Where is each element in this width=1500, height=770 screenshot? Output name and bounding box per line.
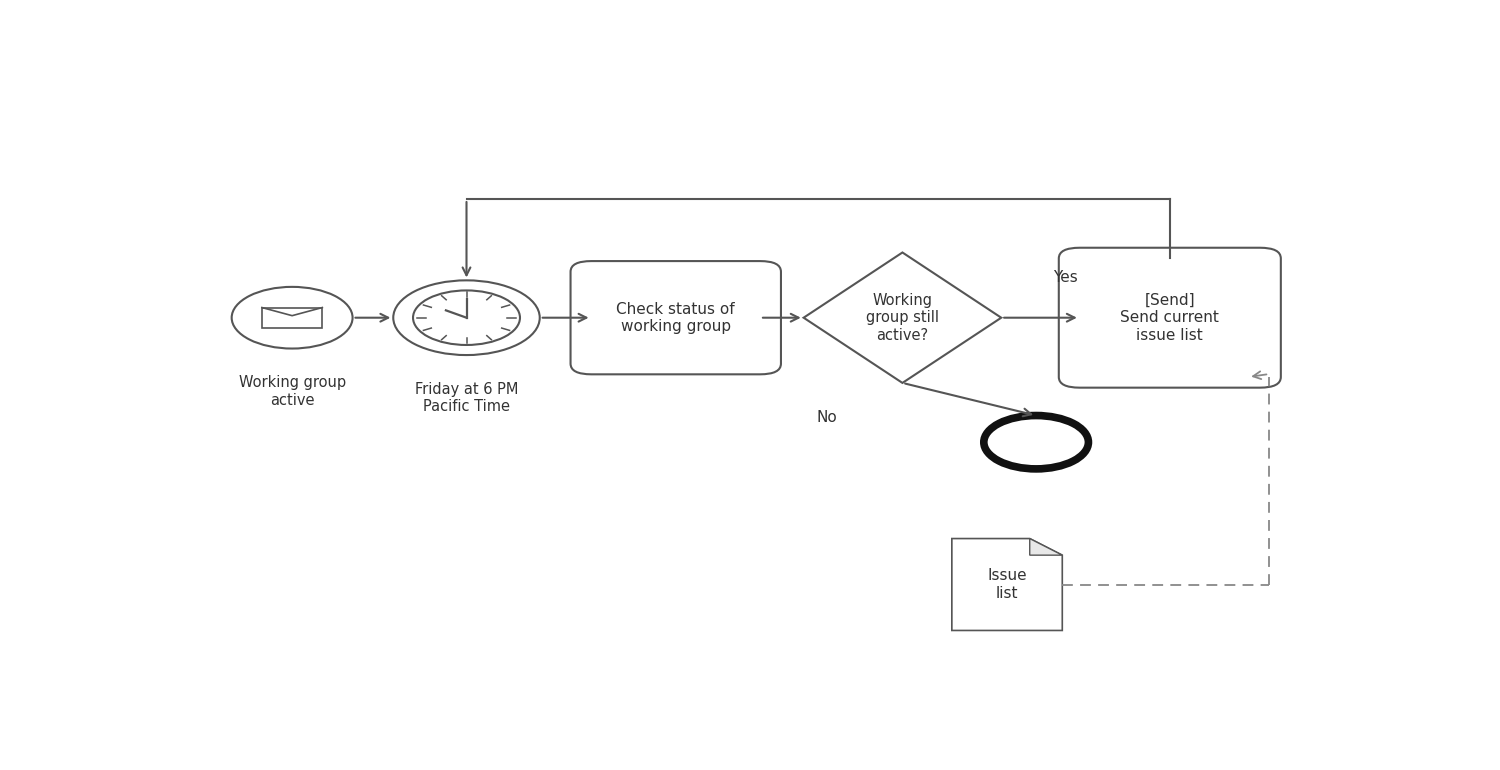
FancyBboxPatch shape	[570, 261, 782, 374]
Circle shape	[413, 290, 520, 345]
Circle shape	[984, 416, 1089, 469]
Text: Working
group still
active?: Working group still active?	[865, 293, 939, 343]
Polygon shape	[804, 253, 1002, 383]
Polygon shape	[1029, 538, 1062, 555]
Text: Friday at 6 PM
Pacific Time: Friday at 6 PM Pacific Time	[416, 382, 518, 414]
Text: Issue
list: Issue list	[987, 568, 1028, 601]
Text: Yes: Yes	[1053, 270, 1077, 285]
Polygon shape	[952, 538, 1062, 631]
Text: Working group
active: Working group active	[238, 375, 345, 407]
Text: [Send]
Send current
issue list: [Send] Send current issue list	[1120, 293, 1220, 343]
Text: No: No	[816, 410, 837, 424]
Text: Check status of
working group: Check status of working group	[616, 302, 735, 334]
FancyBboxPatch shape	[1059, 248, 1281, 387]
Bar	[262, 307, 322, 328]
Circle shape	[231, 287, 352, 349]
Circle shape	[393, 280, 540, 355]
